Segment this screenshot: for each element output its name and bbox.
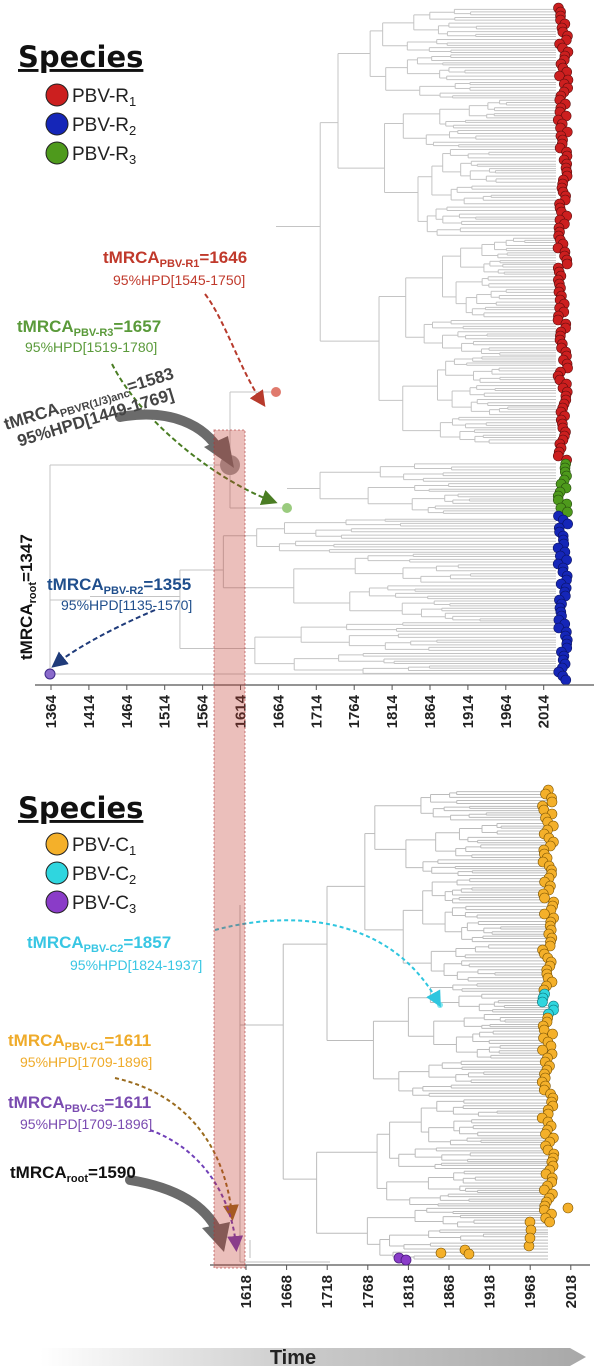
tick-top-label-2: 1464	[119, 694, 136, 728]
node-r3	[282, 503, 292, 513]
axis-ticks-bottom: 1618 1668 1718 1768 1818 1868 1918 1968 2018	[238, 1265, 580, 1308]
node-c3-b	[400, 1254, 412, 1266]
ann-r1-title: tMRCAPBV-R1=1646	[103, 248, 247, 270]
annotation-r1: tMRCAPBV-R1=1646 95%HPD[1545-1750]	[103, 248, 247, 288]
arrow-anc-head	[204, 436, 234, 468]
annotation-c1: tMRCAPBV-C1=1611 95%HPD[1709-1896]	[8, 1031, 152, 1070]
hpd-r2: 95%HPD[1135-1570]	[61, 597, 192, 613]
arrow-c1	[114, 1077, 239, 1221]
legend-top-item-0: PBV-R1	[45, 83, 136, 109]
annotation-c3: tMRCAPBV-C3=1611 95%HPD[1709-1896]	[8, 1093, 152, 1132]
axis-ticks-top: 1364 1414 1464 1514 1564 1614 1664 1714 1764 1814…	[43, 685, 553, 728]
tick-top-label-10: 1864	[422, 694, 439, 728]
arrow-r3	[111, 363, 278, 506]
ann-r3-title: tMRCAPBV-R3=1657	[17, 317, 161, 339]
node-root-top	[44, 668, 56, 680]
arrow-root-bottom-head	[202, 1222, 230, 1252]
tree-bottom	[239, 791, 548, 1263]
legend-top-item-marker-2	[45, 141, 69, 165]
hpd-r3: 95%HPD[1519-1780]	[25, 339, 157, 355]
tick-bottom-label-0: 1618	[238, 1275, 255, 1308]
tick-top-label-6: 1664	[270, 694, 287, 728]
tree-top	[49, 8, 565, 675]
arrow-r2	[51, 609, 156, 668]
legend-top-item-label-0: PBV-R1	[72, 86, 136, 109]
legend-top-item-marker-1	[45, 112, 69, 136]
legend-top-item-1: PBV-R2	[45, 112, 136, 138]
ann-c3-title: tMRCAPBV-C3=1611	[8, 1093, 151, 1115]
legend-bottom-item-marker-2	[45, 890, 69, 914]
hpd-c2: 95%HPD[1824-1937]	[70, 957, 202, 973]
legend-top: Species PBV-R1 PBV-R2 PBV-R3	[18, 40, 143, 167]
tick-top-label-11: 1914	[460, 694, 477, 728]
hpd-r1: 95%HPD[1545-1750]	[113, 272, 245, 288]
hpd-highlight-band	[213, 429, 246, 1269]
ann-c2-title: tMRCAPBV-C2=1857	[27, 933, 171, 955]
annotation-anc: tMRCAPBVR(1/3)anc=1583 95%HPD[1449-1769]	[2, 364, 176, 451]
time-label: Time	[270, 1347, 316, 1366]
legend-bottom-item-1: PBV-C2	[45, 861, 136, 887]
tick-bottom-label-4: 1818	[400, 1275, 417, 1308]
tick-top-label-12: 1964	[498, 694, 515, 728]
arrow-r1	[204, 293, 266, 407]
tick-top-label-0: 1364	[43, 694, 60, 728]
tips-top	[552, 2, 574, 686]
legend-bottom-item-marker-1	[45, 861, 69, 885]
legend-top-item-marker-0	[45, 83, 69, 107]
annotation-c2: tMRCAPBV-C2=1857 95%HPD[1824-1937]	[27, 933, 202, 973]
node-c2	[437, 1002, 443, 1008]
tick-top-label-8: 1764	[346, 694, 363, 728]
legend-top-item-2: PBV-R3	[45, 141, 136, 167]
legend-top-item-label-2: PBV-R3	[72, 144, 136, 167]
arrow-c2	[214, 919, 441, 1008]
legend-bottom-item-2: PBV-C3	[45, 890, 136, 916]
tick-top-label-7: 1714	[308, 694, 325, 728]
tick-bottom-label-2: 1718	[319, 1275, 336, 1308]
node-r1	[271, 387, 281, 397]
annotation-r2: tMRCAPBV-R2=1355 95%HPD[1135-1570]	[47, 575, 192, 613]
tick-top-label-9: 1814	[384, 694, 401, 728]
ann-c1-title: tMRCAPBV-C1=1611	[8, 1031, 151, 1053]
hpd-c1: 95%HPD[1709-1896]	[20, 1054, 152, 1070]
tick-top-label-1: 1414	[81, 694, 98, 728]
arrow-root-bottom	[125, 1175, 223, 1237]
tick-bottom-label-6: 1918	[482, 1275, 499, 1308]
annotation-root-bottom: tMRCAroot=1590	[10, 1163, 136, 1185]
tips-bottom	[435, 784, 574, 1260]
annotation-r3: tMRCAPBV-R3=1657 95%HPD[1519-1780]	[17, 317, 161, 355]
tick-bottom-label-3: 1768	[360, 1275, 377, 1308]
tick-top-label-3: 1514	[157, 694, 174, 728]
legend-bottom-item-marker-0	[45, 832, 69, 856]
legend-bottom-item-label-0: PBV-C1	[72, 835, 136, 858]
ann-r2-title: tMRCAPBV-R2=1355	[47, 575, 191, 597]
time-arrow: Time	[40, 1347, 586, 1366]
arrow-c3	[149, 1129, 244, 1252]
hpd-c3: 95%HPD[1709-1896]	[20, 1116, 152, 1132]
legend-title-bottom: Species	[18, 791, 143, 825]
legend-bottom-item-label-1: PBV-C2	[72, 864, 136, 887]
legend-bottom: Species PBV-C1 PBV-C2 PBV-C3	[18, 791, 143, 916]
legend-title-top: Species	[18, 40, 143, 74]
tick-top-label-4: 1564	[195, 694, 212, 728]
tick-bottom-label-8: 2018	[563, 1275, 580, 1308]
tick-bottom-label-5: 1868	[441, 1275, 458, 1308]
tick-bottom-label-7: 1968	[522, 1275, 539, 1308]
annotation-root-top: tMRCAroot=1347	[17, 534, 39, 660]
legend-top-item-label-1: PBV-R2	[72, 115, 136, 138]
ann-root-bottom-title: tMRCAroot=1590	[10, 1163, 136, 1185]
tick-bottom-label-1: 1668	[279, 1275, 296, 1308]
legend-bottom-item-label-2: PBV-C3	[72, 893, 136, 916]
tick-top-label-13: 2014	[536, 694, 553, 728]
legend-bottom-item-0: PBV-C1	[45, 832, 136, 858]
arrow-anc	[115, 409, 225, 457]
ann-root-top-title: tMRCAroot=1347	[17, 534, 39, 660]
